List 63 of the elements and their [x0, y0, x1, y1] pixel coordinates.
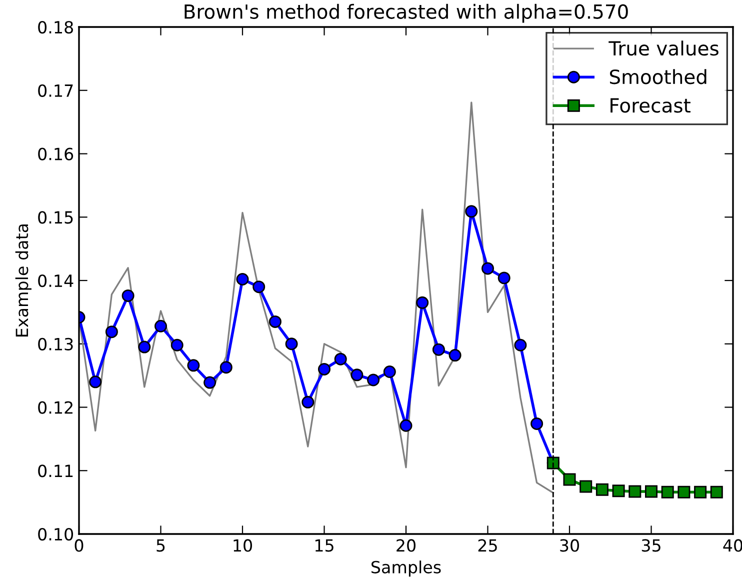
point — [350, 368, 364, 382]
point — [187, 359, 200, 372]
point — [170, 338, 184, 352]
point — [285, 338, 298, 350]
x-axis-title: Samples — [372, 560, 441, 577]
point — [367, 374, 380, 386]
y-axis-title: Example data — [15, 224, 32, 336]
point — [580, 480, 592, 493]
point — [465, 205, 478, 218]
point — [252, 280, 266, 294]
x-tick-label: 15 — [315, 539, 334, 552]
point — [645, 485, 658, 498]
y-tick-label: 0.13 — [38, 338, 73, 350]
line-series — [79, 102, 554, 494]
point — [612, 484, 625, 498]
point — [482, 262, 494, 275]
point — [138, 340, 151, 354]
point — [204, 376, 216, 389]
point — [498, 272, 510, 284]
point — [400, 419, 412, 432]
x-tick-label: 5 — [156, 539, 165, 552]
point — [628, 485, 642, 498]
chart-title: Brown's method forecasted with alpha=0.570 — [184, 4, 628, 23]
x-tick-label: 35 — [642, 539, 660, 552]
point — [416, 296, 429, 309]
y-tick-label: 0.14 — [38, 274, 74, 288]
point — [710, 486, 723, 498]
point — [105, 326, 118, 338]
point — [563, 473, 576, 486]
point — [661, 486, 674, 498]
x-tick-label: 0 — [74, 539, 84, 552]
x-tick-label: 20 — [396, 539, 416, 552]
point — [318, 362, 330, 376]
y-tick-label: 0.10 — [38, 528, 74, 541]
x-tick-label: 10 — [234, 539, 252, 552]
y-tick-label: 0.17 — [38, 84, 73, 97]
y-tick-label: 0.16 — [38, 148, 74, 160]
y-tick-label: 0.15 — [38, 211, 73, 224]
point — [236, 272, 249, 286]
y-tick-label: 0.18 — [38, 20, 73, 34]
point — [596, 483, 608, 496]
legend-label: Smoothed — [610, 69, 706, 84]
y-tick-label: 0.12 — [38, 401, 72, 414]
point — [268, 315, 282, 328]
point — [514, 338, 527, 352]
point — [220, 361, 232, 374]
point — [302, 396, 314, 408]
legend-label: Forecast — [610, 98, 690, 113]
legend-label: True values — [608, 40, 718, 56]
point — [678, 486, 690, 498]
point — [694, 486, 707, 498]
point — [383, 366, 396, 378]
point — [122, 289, 134, 302]
point — [334, 352, 347, 366]
point — [154, 320, 167, 332]
point — [89, 376, 102, 388]
x-tick-label: 25 — [478, 539, 497, 552]
x-tick-label: 40 — [723, 539, 742, 552]
point — [530, 417, 544, 430]
point — [432, 343, 445, 356]
point — [448, 349, 462, 362]
y-tick-label: 0.11 — [38, 464, 73, 478]
x-tick-label: 30 — [560, 539, 579, 552]
